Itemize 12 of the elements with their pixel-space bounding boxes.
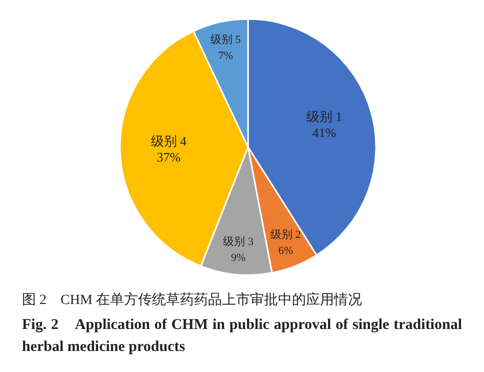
slice-label: 级别 5: [210, 34, 242, 46]
data-label: 9%: [231, 252, 246, 264]
data-label: 37%: [156, 149, 181, 164]
caption: 图 2 CHM 在单方传统草药药品上市审批中的应用情况: [22, 291, 363, 310]
data-label: 41%: [312, 124, 336, 140]
slice-label: 级别 2: [270, 229, 301, 242]
slice-label: 级别 4: [150, 133, 188, 148]
slice-label: 级别 3: [223, 236, 254, 248]
caption: Fig. 2 Application of CHM in public approval of single traditional herbal medicine products: [22, 316, 462, 357]
data-label: 6%: [278, 245, 294, 258]
data-label: 7%: [218, 50, 233, 62]
slice-label: 级别 1: [306, 108, 342, 124]
